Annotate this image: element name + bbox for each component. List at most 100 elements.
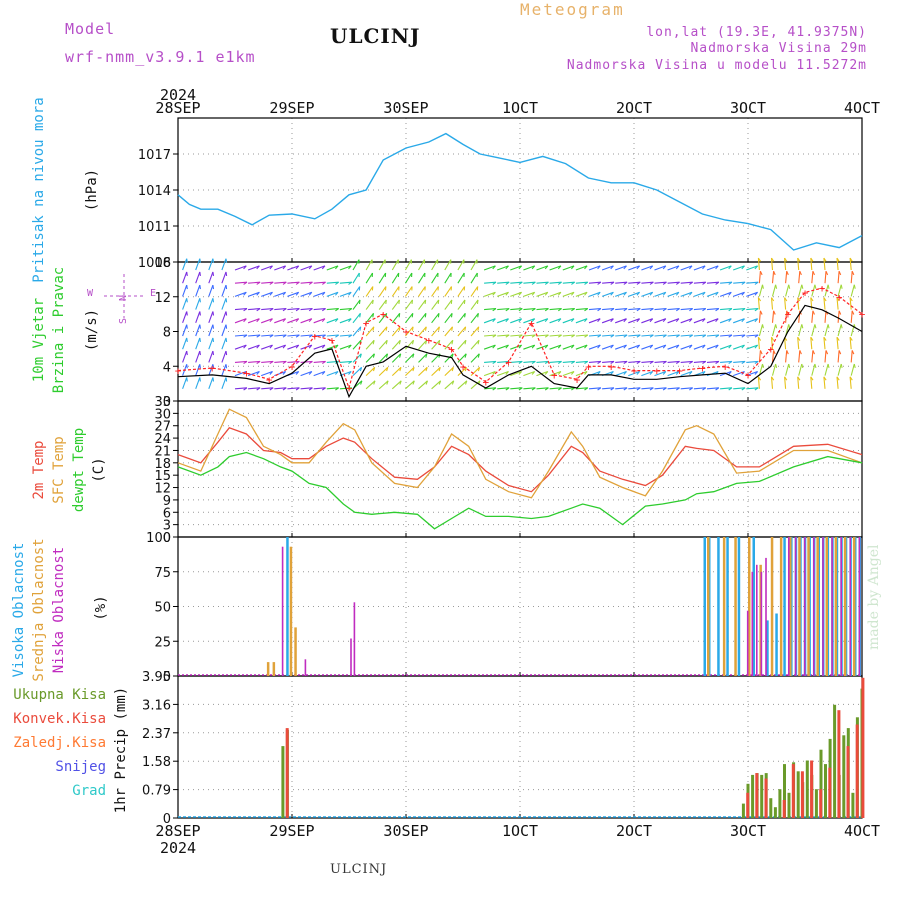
wind-arrow-head xyxy=(754,281,759,285)
wind-arrow xyxy=(784,257,787,271)
temp-axis-unit: (C) xyxy=(91,457,107,482)
wind-arrow xyxy=(497,334,510,337)
wind-arrow xyxy=(628,265,640,271)
wind-arrow xyxy=(615,370,627,377)
wind-arrow xyxy=(562,360,575,363)
wind-arrow-head xyxy=(610,281,615,285)
wind-arrow xyxy=(588,265,601,271)
wind-arrow-head xyxy=(636,344,641,349)
y-tick-label: 1017 xyxy=(138,148,171,163)
wind-arrow-head xyxy=(741,308,746,312)
wind-arrow-head xyxy=(518,371,523,375)
wind-arrow xyxy=(300,281,313,284)
wind-axis-title: 10m Vjetar xyxy=(31,298,47,382)
wind-arrow xyxy=(274,344,286,350)
wind-arrow-head xyxy=(812,350,816,355)
wind-arrow-head xyxy=(398,326,401,331)
wind-arrow-head xyxy=(836,336,840,341)
cloud-bar xyxy=(722,537,726,676)
wind-arrow xyxy=(628,281,641,284)
wind-arrow xyxy=(811,350,814,363)
precip-bar xyxy=(837,710,841,818)
wind-arrow xyxy=(588,387,601,390)
wind-arrow-head xyxy=(348,334,353,338)
wind-gust-marker: + xyxy=(653,365,660,378)
wind-arrow-head xyxy=(243,318,247,323)
wind-arrow-head xyxy=(225,271,228,276)
wind-arrow xyxy=(326,387,339,390)
y-tick-label: 1014 xyxy=(138,184,171,199)
wind-arrow xyxy=(300,318,312,324)
x-tick-label-top: 28SEP xyxy=(155,99,200,117)
wind-arrow xyxy=(575,281,588,284)
wind-arrow-head xyxy=(689,281,694,285)
cloud-bar xyxy=(843,537,847,676)
wind-gust-marker: + xyxy=(209,362,216,375)
wind-arrow xyxy=(208,271,214,284)
wind-arrow-head xyxy=(348,318,352,323)
wind-arrow xyxy=(549,360,562,363)
precip-bar xyxy=(833,704,837,818)
wind-arrow xyxy=(208,364,214,376)
wind-arrow-head xyxy=(385,353,389,358)
cloud-bar xyxy=(779,537,783,676)
wind-arrow xyxy=(431,272,439,284)
wind-arrow xyxy=(770,257,774,271)
wind-arrow-head xyxy=(385,326,388,331)
wind-arrow xyxy=(850,284,855,297)
wind-arrow xyxy=(628,344,640,350)
wind-arrow-head xyxy=(610,308,615,312)
wind-arrow-head xyxy=(212,311,215,316)
wind-arrow-head xyxy=(827,284,830,289)
wind-arrow-head xyxy=(321,318,326,323)
compass-west: W xyxy=(87,288,94,299)
wind-arrow-head xyxy=(425,340,428,345)
wind-arrow xyxy=(615,308,628,311)
wind-arrow-head xyxy=(675,308,680,312)
wind-arrow xyxy=(680,281,693,284)
wind-arrow xyxy=(615,281,628,284)
wind-arrow-head xyxy=(308,344,313,349)
wind-arrow-head xyxy=(571,334,576,338)
wind-arrow-head xyxy=(728,265,732,270)
wind-arrow xyxy=(680,291,693,297)
wind-arrow-head xyxy=(702,387,707,391)
wind-arrow-head xyxy=(385,340,388,345)
wind-arrow xyxy=(313,360,326,363)
wind-arrow xyxy=(274,281,287,284)
wind-arrow xyxy=(352,326,362,337)
wind-arrow xyxy=(562,291,575,297)
wind-arrow-head xyxy=(623,281,628,285)
wind-arrow-head xyxy=(212,258,215,263)
cloud-bar xyxy=(825,537,828,676)
wind-arrow xyxy=(261,334,274,337)
wind-arrow xyxy=(602,334,615,337)
wind-arrow xyxy=(654,387,667,390)
wind-arrow-head xyxy=(840,324,843,329)
wind-arrow xyxy=(720,387,733,390)
cloud-bar xyxy=(858,537,861,676)
y-tick-label: 0 xyxy=(163,395,171,410)
wind-arrow xyxy=(483,291,496,297)
wind-arrow-head xyxy=(308,360,313,365)
wind-arrow-head xyxy=(597,291,601,296)
wind-arrow-head xyxy=(334,344,339,349)
wind-arrow-head xyxy=(348,291,352,296)
wind-arrow-head xyxy=(321,387,326,391)
wind-arrow xyxy=(484,281,497,284)
wind-arrow-head xyxy=(851,350,855,355)
wind-arrow xyxy=(261,291,273,297)
wind-arrow-head xyxy=(773,350,776,355)
wind-arrow-head xyxy=(741,291,745,296)
wind-arrow-head xyxy=(269,281,274,285)
wind-arrow xyxy=(588,334,601,337)
wind-arrow-head xyxy=(544,387,549,391)
y-tick-label: 6 xyxy=(163,506,171,521)
wind-arrow xyxy=(378,380,389,390)
wind-gust-marker: + xyxy=(608,360,615,373)
panel-frame xyxy=(177,117,863,263)
wind-arrow-head xyxy=(477,367,481,372)
wind-arrow-head xyxy=(531,387,536,391)
y-tick-label: 8 xyxy=(163,326,171,341)
wind-arrow-head xyxy=(321,308,326,312)
